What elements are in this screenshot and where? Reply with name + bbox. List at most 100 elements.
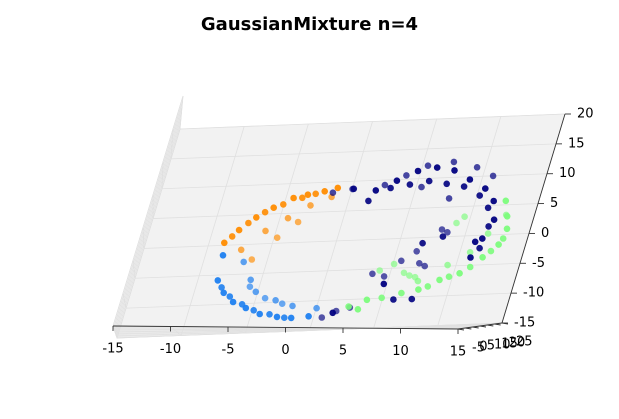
point-series-4: [489, 172, 497, 180]
point-series-2: [214, 277, 222, 284]
point-series-1: [284, 214, 292, 222]
point-series-3: [484, 230, 492, 237]
point-series-1: [290, 194, 297, 202]
grid-line: [134, 262, 521, 279]
axis-lines: [112, 113, 571, 334]
point-series-4: [484, 204, 492, 212]
point-series-2: [246, 283, 254, 291]
point-series-4: [350, 185, 358, 193]
grid-line: [142, 227, 145, 249]
grid-line: [244, 123, 309, 334]
point-series-1: [273, 234, 281, 241]
point-series-2: [240, 258, 247, 266]
point-series-3: [445, 273, 453, 281]
point-series-4: [365, 197, 372, 205]
point-series-4: [467, 254, 474, 261]
x-tick-label: 0: [281, 343, 289, 358]
grid-line: [114, 112, 182, 333]
point-series-3: [363, 296, 371, 304]
y-tick-label: 20: [509, 336, 526, 351]
z-tick-label: -5: [532, 256, 545, 271]
point-series-2: [289, 302, 296, 310]
point-series-3: [453, 219, 460, 227]
point-series-2: [266, 311, 273, 318]
point-series-1: [334, 184, 342, 192]
point-series-3: [466, 263, 474, 271]
point-series-4: [421, 262, 429, 270]
point-series-4: [380, 273, 388, 280]
point-series-4: [444, 229, 451, 236]
point-series-3: [376, 267, 384, 274]
point-series-2: [261, 294, 269, 302]
point-series-4: [466, 176, 474, 183]
point-series-4: [476, 244, 483, 252]
grid-line: [112, 325, 118, 339]
point-series-2: [278, 300, 286, 308]
point-series-1: [221, 239, 228, 247]
x-tick-label: -5: [222, 343, 235, 358]
point-series-1: [294, 218, 302, 226]
point-series-4: [393, 177, 401, 184]
point-series-2: [272, 297, 279, 304]
grid-line: [161, 161, 164, 189]
y-tick-label: 5: [487, 339, 495, 354]
point-series-3: [503, 225, 511, 233]
point-series-3: [444, 261, 451, 269]
point-series-3: [414, 277, 422, 285]
point-series-4: [414, 167, 422, 175]
point-series-4: [490, 197, 498, 205]
z-axis-line: [501, 113, 566, 324]
point-series-4: [424, 162, 432, 169]
tick-mark: [465, 327, 472, 330]
point-series-3: [502, 197, 510, 205]
z-tick-label: -15: [514, 316, 535, 331]
point-series-1: [270, 204, 278, 211]
grid-line: [179, 113, 566, 130]
y-tick-label: 15: [501, 337, 518, 352]
point-series-1: [245, 219, 252, 227]
grid-line: [115, 117, 182, 335]
point-series-2: [305, 313, 312, 320]
point-series-2: [252, 288, 260, 296]
grid-line: [116, 128, 181, 339]
grid-line: [115, 123, 181, 337]
point-series-4: [451, 167, 458, 174]
y-tick-label: 0: [479, 340, 487, 355]
point-series-1: [307, 202, 314, 209]
point-series-1: [237, 246, 245, 254]
point-series-2: [220, 289, 227, 297]
grid-line: [180, 126, 245, 336]
point-series-4: [460, 183, 468, 190]
point-series-4: [485, 223, 492, 230]
grid-line: [437, 116, 502, 326]
x-tick-label: 10: [392, 344, 409, 359]
point-series-4: [403, 172, 410, 179]
point-series-4: [387, 184, 394, 192]
x-tick-label: -15: [102, 342, 123, 357]
point-series-3: [466, 249, 474, 256]
z-tick-label: 0: [541, 226, 549, 241]
point-series-3: [345, 303, 352, 310]
point-series-3: [424, 283, 432, 290]
point-series-2: [242, 304, 250, 312]
point-series-1: [312, 190, 320, 198]
point-series-4: [398, 257, 405, 265]
grid-line: [113, 101, 183, 329]
point-series-4: [482, 185, 489, 192]
point-series-3: [487, 247, 495, 255]
point-series-4: [413, 248, 421, 255]
point-series-3: [499, 235, 507, 242]
grid-line: [116, 322, 503, 339]
grid-line: [125, 292, 512, 309]
point-series-3: [415, 286, 422, 293]
point-series-3: [406, 272, 413, 279]
point-series-4: [318, 314, 326, 321]
point-series-2: [218, 284, 225, 291]
point-series-1: [321, 188, 329, 195]
tick-mark: [472, 326, 479, 329]
point-series-1: [248, 256, 256, 263]
tick-mark: [457, 328, 465, 331]
point-series-4: [372, 187, 380, 194]
point-series-4: [471, 238, 479, 246]
